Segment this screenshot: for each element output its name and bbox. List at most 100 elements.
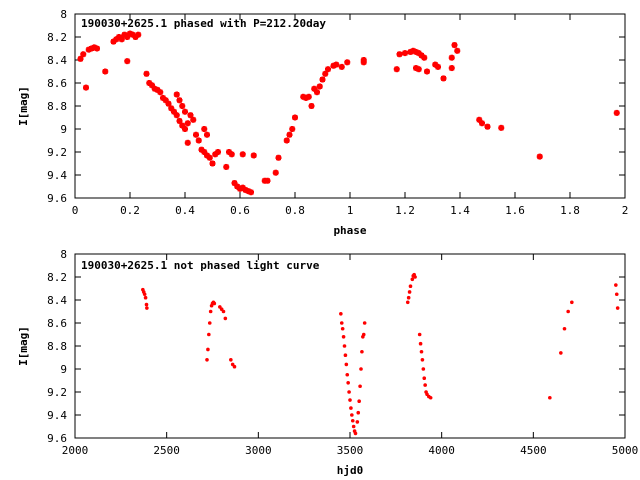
- data-point: [424, 68, 430, 75]
- data-point: [143, 70, 150, 77]
- data-point: [229, 358, 233, 362]
- data-point: [476, 116, 483, 123]
- data-point: [566, 309, 570, 314]
- data-point: [339, 312, 343, 316]
- data-point: [421, 367, 426, 371]
- data-point: [350, 418, 355, 423]
- y-tick-label: 8.4: [47, 54, 67, 67]
- data-point: [422, 376, 427, 381]
- phased-plot-title: 190030+2625.1 phased with P=212.20day: [81, 17, 326, 30]
- x-tick-label: 0.2: [120, 204, 140, 217]
- data-point: [173, 91, 180, 98]
- data-point: [223, 163, 230, 170]
- data-point: [319, 76, 326, 83]
- data-point: [316, 83, 323, 90]
- data-point: [440, 75, 447, 82]
- data-point: [351, 424, 356, 429]
- x-tick-label: 1.2: [395, 204, 415, 217]
- y-tick-label: 9.2: [47, 146, 67, 159]
- data-point: [94, 45, 100, 52]
- data-point: [448, 54, 455, 61]
- data-point: [221, 309, 226, 314]
- data-point: [173, 112, 180, 119]
- data-point: [176, 97, 183, 104]
- data-point: [362, 321, 367, 325]
- data-point: [344, 362, 349, 367]
- data-point: [353, 431, 358, 436]
- data-point: [201, 126, 208, 132]
- y-tick-label: 8.8: [47, 100, 67, 113]
- data-point: [479, 120, 485, 127]
- data-point: [204, 131, 210, 138]
- unphased-x-ticks: 2000 2500 3000 3500 4000 4500 5000: [62, 254, 638, 457]
- data-point: [143, 295, 148, 300]
- data-point: [420, 358, 425, 362]
- data-point: [135, 31, 142, 38]
- data-point: [182, 126, 188, 132]
- data-point: [182, 108, 188, 115]
- y-tick-label: 8.2: [47, 271, 67, 284]
- unphased-x-axis-label: hjd0: [337, 464, 364, 477]
- data-point: [419, 349, 424, 354]
- phased-data-points: [77, 30, 620, 196]
- data-point: [435, 63, 441, 70]
- x-tick-label: 4000: [428, 444, 455, 457]
- data-point: [322, 70, 329, 77]
- data-point: [231, 180, 238, 187]
- data-point: [341, 335, 346, 339]
- data-point: [340, 326, 345, 331]
- y-tick-label: 8: [60, 248, 67, 261]
- y-tick-label: 8.4: [47, 294, 67, 307]
- data-point: [272, 169, 279, 176]
- data-point: [405, 300, 410, 305]
- data-point: [348, 398, 352, 402]
- data-point: [349, 406, 353, 410]
- data-point: [314, 89, 320, 96]
- data-point: [339, 321, 344, 325]
- data-point: [292, 114, 298, 121]
- data-point: [357, 399, 361, 404]
- data-point: [207, 332, 211, 337]
- y-tick-label: 8: [60, 8, 67, 21]
- data-point: [283, 137, 290, 144]
- data-point: [124, 34, 131, 40]
- data-point: [454, 47, 461, 54]
- y-tick-label: 9.4: [47, 169, 67, 182]
- data-point: [548, 395, 552, 400]
- y-tick-label: 9.6: [47, 432, 67, 445]
- data-point: [212, 301, 217, 306]
- x-tick-label: 0.6: [230, 204, 250, 217]
- data-point: [413, 275, 417, 279]
- y-tick-label: 9.2: [47, 386, 67, 399]
- data-point: [407, 290, 412, 294]
- data-point: [614, 292, 619, 297]
- data-point: [80, 51, 87, 58]
- data-point: [343, 353, 348, 358]
- data-point: [423, 383, 427, 387]
- data-point: [358, 384, 362, 389]
- x-tick-label: 1.6: [505, 204, 525, 217]
- data-point: [498, 124, 505, 131]
- data-point: [248, 189, 254, 196]
- unphased-data-points: [141, 272, 620, 436]
- data-point: [187, 112, 194, 119]
- data-point: [360, 59, 367, 66]
- data-point: [208, 309, 213, 314]
- y-tick-label: 8.8: [47, 340, 67, 353]
- x-tick-label: 1: [347, 204, 354, 217]
- data-point: [162, 97, 169, 104]
- data-point: [144, 302, 149, 307]
- y-tick-label: 9: [60, 123, 67, 136]
- x-tick-label: 2500: [153, 444, 180, 457]
- x-tick-label: 3000: [245, 444, 272, 457]
- data-point: [393, 66, 400, 73]
- data-point: [206, 347, 210, 352]
- data-point: [157, 89, 164, 96]
- data-point: [168, 105, 175, 112]
- unphased-y-ticks: 8 8.2 8.4 8.6 8.8 9 9.2 9.4 9.6: [47, 248, 625, 445]
- data-point: [264, 177, 271, 184]
- data-point: [205, 358, 209, 362]
- data-point: [193, 131, 199, 138]
- data-point: [250, 152, 257, 159]
